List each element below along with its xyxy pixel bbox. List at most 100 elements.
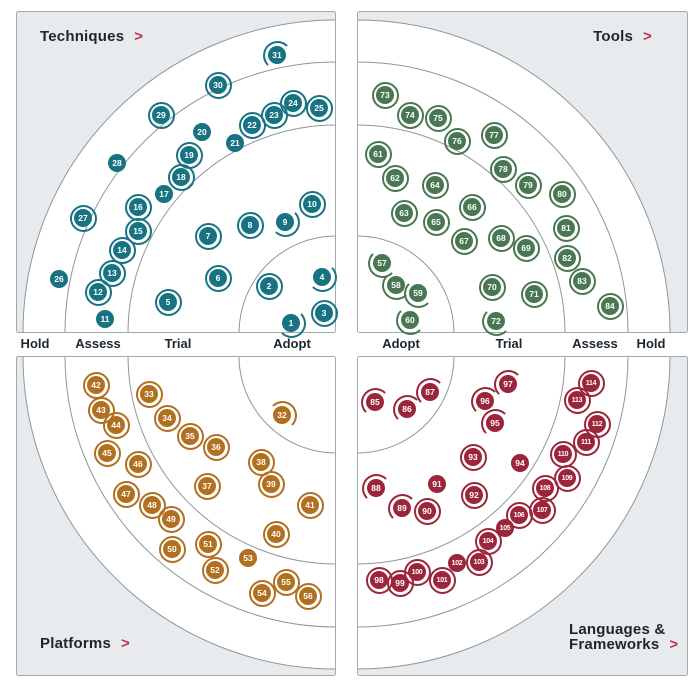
blip-47[interactable]: 47 bbox=[112, 480, 140, 508]
blip-109[interactable]: 109 bbox=[553, 464, 581, 492]
blip-74[interactable]: 74 bbox=[396, 101, 424, 129]
blip-66[interactable]: 66 bbox=[458, 193, 486, 221]
blip-98[interactable]: 98 bbox=[365, 566, 393, 594]
blip-64[interactable]: 64 bbox=[421, 171, 449, 199]
blip-13[interactable]: 13 bbox=[98, 259, 126, 287]
blip-112[interactable]: 112 bbox=[583, 410, 611, 438]
blip-71[interactable]: 71 bbox=[520, 280, 548, 308]
blip-96[interactable]: 96 bbox=[470, 386, 500, 416]
blip-67[interactable]: 67 bbox=[450, 227, 478, 255]
blip-9[interactable]: 9 bbox=[270, 207, 300, 237]
blip-12[interactable]: 12 bbox=[84, 278, 112, 306]
blip-22[interactable]: 22 bbox=[238, 111, 266, 139]
blip-83[interactable]: 83 bbox=[568, 267, 596, 295]
blip-104[interactable]: 104 bbox=[474, 527, 502, 555]
blip-30[interactable]: 30 bbox=[204, 71, 232, 99]
blip-14[interactable]: 14 bbox=[108, 236, 136, 264]
blip-45[interactable]: 45 bbox=[93, 439, 121, 467]
blip-80[interactable]: 80 bbox=[548, 180, 576, 208]
blip-1[interactable]: 1 bbox=[276, 308, 306, 338]
blip-85[interactable]: 85 bbox=[360, 387, 390, 417]
blip-114[interactable]: 114 bbox=[577, 369, 605, 397]
blip-27[interactable]: 27 bbox=[69, 204, 97, 232]
blip-52[interactable]: 52 bbox=[201, 556, 229, 584]
blip-73[interactable]: 73 bbox=[371, 81, 399, 109]
blip-3[interactable]: 3 bbox=[310, 299, 338, 327]
blip-59[interactable]: 59 bbox=[403, 278, 433, 308]
blip-4[interactable]: 4 bbox=[307, 262, 337, 292]
blip-11[interactable]: 11 bbox=[96, 310, 114, 328]
blip-49[interactable]: 49 bbox=[157, 505, 185, 533]
blip-25[interactable]: 25 bbox=[305, 94, 333, 122]
blip-38[interactable]: 38 bbox=[247, 448, 275, 476]
blip-24[interactable]: 24 bbox=[279, 89, 307, 117]
quadrant-title-platforms[interactable]: Platforms > bbox=[40, 636, 130, 651]
blip-51[interactable]: 51 bbox=[194, 530, 222, 558]
blip-41[interactable]: 41 bbox=[296, 491, 324, 519]
blip-32[interactable]: 32 bbox=[267, 400, 297, 430]
blip-90[interactable]: 90 bbox=[413, 497, 441, 525]
blip-15[interactable]: 15 bbox=[124, 217, 152, 245]
blip-48[interactable]: 48 bbox=[138, 491, 166, 519]
blip-103[interactable]: 103 bbox=[465, 548, 493, 576]
blip-76[interactable]: 76 bbox=[443, 127, 471, 155]
blip-102[interactable]: 102 bbox=[448, 554, 466, 572]
blip-42[interactable]: 42 bbox=[82, 371, 110, 399]
blip-7[interactable]: 7 bbox=[194, 222, 222, 250]
blip-77[interactable]: 77 bbox=[480, 121, 508, 149]
blip-75[interactable]: 75 bbox=[424, 104, 452, 132]
blip-37[interactable]: 37 bbox=[193, 472, 221, 500]
blip-50[interactable]: 50 bbox=[158, 535, 186, 563]
blip-35[interactable]: 35 bbox=[176, 422, 204, 450]
blip-72[interactable]: 72 bbox=[481, 306, 511, 336]
blip-97[interactable]: 97 bbox=[493, 369, 523, 399]
blip-62[interactable]: 62 bbox=[381, 164, 409, 192]
blip-39[interactable]: 39 bbox=[257, 470, 285, 498]
blip-55[interactable]: 55 bbox=[272, 568, 300, 596]
blip-89[interactable]: 89 bbox=[387, 493, 417, 523]
blip-5[interactable]: 5 bbox=[154, 288, 182, 316]
blip-26[interactable]: 26 bbox=[50, 270, 68, 288]
blip-18[interactable]: 18 bbox=[167, 163, 195, 191]
blip-56[interactable]: 56 bbox=[294, 582, 322, 610]
blip-106[interactable]: 106 bbox=[505, 501, 533, 529]
blip-110[interactable]: 110 bbox=[549, 440, 577, 468]
blip-8[interactable]: 8 bbox=[236, 211, 264, 239]
blip-31[interactable]: 31 bbox=[262, 40, 292, 70]
blip-28[interactable]: 28 bbox=[108, 154, 126, 172]
blip-93[interactable]: 93 bbox=[459, 443, 487, 471]
blip-61[interactable]: 61 bbox=[364, 140, 392, 168]
blip-107[interactable]: 107 bbox=[528, 496, 556, 524]
quadrant-title-tools[interactable]: Tools > bbox=[593, 29, 652, 44]
blip-91[interactable]: 91 bbox=[428, 475, 446, 493]
blip-36[interactable]: 36 bbox=[202, 433, 230, 461]
blip-16[interactable]: 16 bbox=[124, 193, 152, 221]
blip-65[interactable]: 65 bbox=[422, 208, 450, 236]
blip-40[interactable]: 40 bbox=[262, 520, 290, 548]
blip-92[interactable]: 92 bbox=[460, 481, 488, 509]
blip-19[interactable]: 19 bbox=[175, 141, 203, 169]
blip-108[interactable]: 108 bbox=[531, 474, 559, 502]
blip-101[interactable]: 101 bbox=[428, 566, 456, 594]
quadrant-title-languages-frameworks[interactable]: Languages & Frameworks > bbox=[569, 622, 678, 652]
blip-2[interactable]: 2 bbox=[255, 272, 283, 300]
blip-79[interactable]: 79 bbox=[514, 171, 542, 199]
blip-95[interactable]: 95 bbox=[480, 408, 510, 438]
blip-58[interactable]: 58 bbox=[381, 270, 411, 300]
blip-29[interactable]: 29 bbox=[147, 101, 175, 129]
blip-86[interactable]: 86 bbox=[392, 394, 422, 424]
quadrant-title-techniques[interactable]: Techniques > bbox=[40, 29, 143, 44]
blip-113[interactable]: 113 bbox=[563, 386, 591, 414]
blip-94[interactable]: 94 bbox=[511, 454, 529, 472]
blip-10[interactable]: 10 bbox=[298, 190, 326, 218]
blip-60[interactable]: 60 bbox=[395, 305, 425, 335]
blip-54[interactable]: 54 bbox=[248, 579, 276, 607]
blip-82[interactable]: 82 bbox=[553, 244, 581, 272]
blip-87[interactable]: 87 bbox=[415, 377, 445, 407]
blip-78[interactable]: 78 bbox=[489, 155, 517, 183]
blip-63[interactable]: 63 bbox=[390, 199, 418, 227]
blip-6[interactable]: 6 bbox=[204, 264, 232, 292]
blip-20[interactable]: 20 bbox=[193, 123, 211, 141]
blip-57[interactable]: 57 bbox=[367, 248, 397, 278]
blip-34[interactable]: 34 bbox=[153, 404, 181, 432]
